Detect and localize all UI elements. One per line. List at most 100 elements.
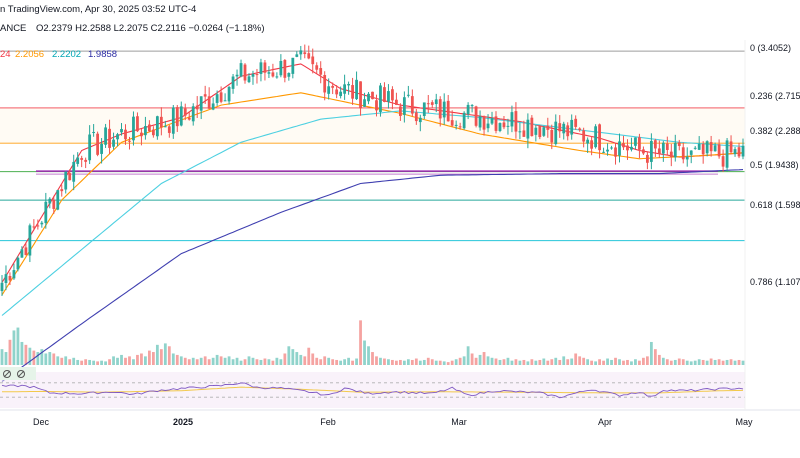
volume-bar <box>287 346 291 365</box>
volume-bar <box>618 359 621 365</box>
candle-body <box>132 116 135 141</box>
candle-body <box>28 225 32 256</box>
candle-body <box>383 87 386 102</box>
candle-body <box>514 111 518 132</box>
rsi-layer <box>0 372 745 408</box>
candle-body <box>64 171 68 190</box>
volume-bar <box>347 357 350 365</box>
candle-body <box>363 99 366 107</box>
volume-bar <box>211 357 215 365</box>
candle-body <box>733 149 737 155</box>
volume-bar <box>307 347 311 365</box>
fib-label-05: 0.5 (1.9438) <box>750 160 799 170</box>
candle-body <box>391 89 394 101</box>
candle-body <box>721 156 725 167</box>
volume-bar <box>693 360 697 365</box>
volume-bar <box>283 353 287 365</box>
volume-bar <box>729 359 733 365</box>
volume-bar <box>574 353 578 365</box>
candle-body <box>303 52 307 55</box>
candle-layer <box>0 44 745 296</box>
volume-bar <box>713 359 717 365</box>
volume-bar <box>219 356 223 365</box>
candle-body <box>351 85 354 99</box>
candle-body <box>442 101 446 118</box>
candle-body <box>665 143 669 150</box>
candle-body <box>283 60 287 78</box>
volume-bar <box>478 354 482 365</box>
volume-bar <box>60 357 64 365</box>
volume-bar <box>701 359 705 365</box>
candle-body <box>299 50 303 55</box>
candle-body <box>167 126 171 133</box>
volume-bar <box>518 360 522 365</box>
candle-body <box>422 102 426 116</box>
x-tick-label: 2025 <box>173 417 193 427</box>
volume-bar <box>522 359 526 365</box>
volume-bar <box>275 357 279 365</box>
volume-bar <box>733 360 737 365</box>
candle-body <box>108 128 111 148</box>
volume-bar <box>367 346 370 365</box>
volume-bar <box>108 359 111 365</box>
volume-bar <box>251 357 255 365</box>
candle-body <box>478 116 482 128</box>
candle-body <box>100 143 103 154</box>
volume-bar <box>530 359 534 365</box>
candle-body <box>693 147 697 149</box>
candle-body <box>737 147 741 157</box>
ma-long-value: 1.9858 <box>88 49 117 60</box>
rsi-legend-controls <box>0 367 36 380</box>
volume-bar <box>542 358 546 365</box>
volume-bar <box>697 359 701 365</box>
x-tick-label: Feb <box>320 417 336 427</box>
volume-bar <box>466 346 470 365</box>
candle-body <box>661 142 665 154</box>
candle-body <box>52 199 56 209</box>
candle-body <box>36 225 40 227</box>
volume-bar <box>148 350 151 365</box>
settings-icon[interactable] <box>17 370 25 378</box>
fib-label-0382: 0.382 (2.2887 <box>750 126 800 136</box>
volume-bar <box>263 358 267 365</box>
volume-bar <box>155 344 159 365</box>
volume-bar <box>669 360 673 365</box>
volume-bar <box>235 357 239 365</box>
candle-body <box>144 126 147 136</box>
volume-bar <box>311 353 315 365</box>
volume-bar <box>482 352 486 365</box>
volume-bar <box>343 359 347 365</box>
volume-bar <box>339 360 343 365</box>
volume-bar <box>327 357 331 365</box>
candle-body <box>12 270 16 279</box>
candle-body <box>367 93 370 102</box>
visibility-icon[interactable] <box>3 370 11 378</box>
volume-bar <box>681 359 685 365</box>
volume-bar <box>490 357 494 365</box>
volume-bar <box>438 360 442 365</box>
fib-label-0618: 0.618 (1.5989 <box>750 200 800 210</box>
candle-body <box>92 131 96 133</box>
volume-bar <box>494 358 498 365</box>
volume-bar <box>578 356 582 365</box>
candle-body <box>307 53 311 59</box>
candle-body <box>163 126 167 128</box>
candle-body <box>56 190 60 210</box>
candle-body <box>235 74 239 77</box>
volume-bar <box>151 352 155 365</box>
candle-body <box>120 129 123 133</box>
candle-body <box>323 75 327 93</box>
candle-body <box>16 257 20 270</box>
candle-body <box>649 140 653 162</box>
volume-bar <box>279 359 283 365</box>
volume-bar <box>398 359 402 365</box>
candle-body <box>562 123 566 134</box>
candle-body <box>195 105 199 110</box>
volume-bar <box>689 361 693 365</box>
volume-bar <box>227 356 231 365</box>
volume-bar <box>167 346 171 365</box>
candle-body <box>72 161 76 182</box>
candle-body <box>542 127 546 136</box>
